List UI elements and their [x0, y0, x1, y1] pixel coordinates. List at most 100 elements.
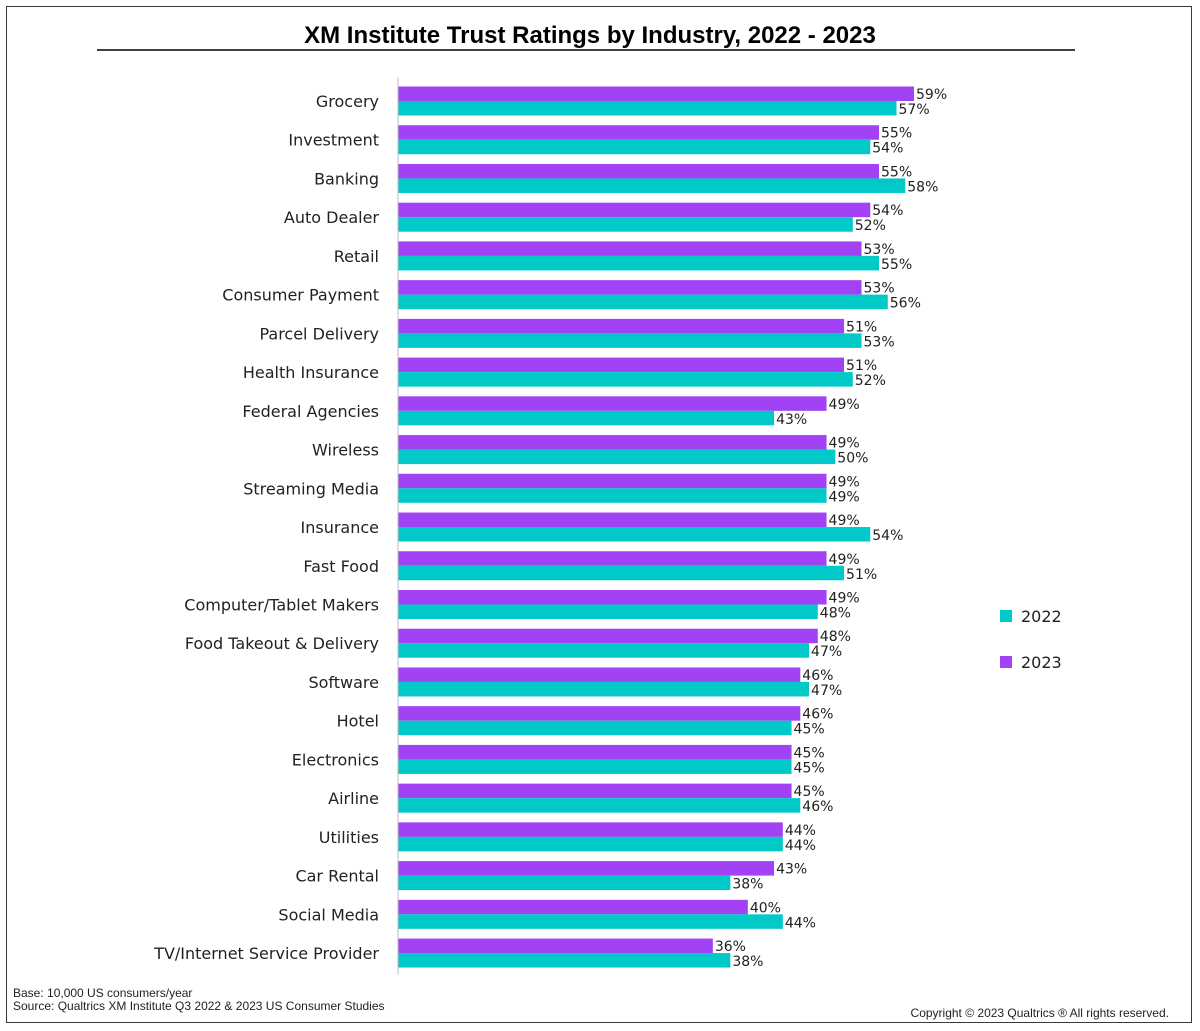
- footer-base: Base: 10,000 US consumers/year: [13, 986, 192, 1000]
- category-label-investment: Investment: [288, 131, 379, 150]
- bar-2023-tv-internet-service-provider: [398, 938, 713, 954]
- category-label-food-takeout-delivery: Food Takeout & Delivery: [185, 634, 379, 653]
- bar-2023-utilities: [398, 822, 783, 837]
- bar-2022-insurance: [398, 527, 871, 542]
- category-label-fast-food: Fast Food: [303, 557, 379, 576]
- bar-2023-fast-food: [398, 551, 827, 566]
- bar-2023-wireless: [398, 435, 827, 450]
- value-label-2022-computer-tablet-makers: 48%: [820, 605, 851, 621]
- category-label-parcel-delivery: Parcel Delivery: [259, 324, 379, 343]
- category-label-federal-agencies: Federal Agencies: [242, 402, 379, 421]
- value-label-2022-investment: 54%: [872, 141, 903, 157]
- legend-swatch-2022: [1000, 610, 1012, 622]
- bar-2022-health-insurance: [398, 372, 853, 387]
- value-label-2023-computer-tablet-makers: 49%: [829, 590, 860, 606]
- category-label-tv-internet-service-provider: TV/Internet Service Provider: [153, 944, 379, 963]
- bar-2023-insurance: [398, 512, 827, 528]
- bar-2022-social-media: [398, 914, 783, 929]
- legend: 2022 2023: [1000, 607, 1062, 672]
- category-label-airline: Airline: [328, 789, 379, 808]
- value-label-2023-hotel: 46%: [802, 707, 833, 723]
- bar-2023-streaming-media: [398, 473, 827, 489]
- bar-2022-banking: [398, 178, 906, 193]
- bar-2023-federal-agencies: [398, 396, 827, 411]
- value-label-2022-consumer-payment: 56%: [890, 296, 921, 312]
- category-label-streaming-media: Streaming Media: [243, 479, 379, 498]
- bar-2023-parcel-delivery: [398, 318, 845, 334]
- value-label-2022-health-insurance: 52%: [855, 373, 886, 389]
- value-label-2022-banking: 58%: [907, 179, 938, 195]
- bar-2022-hotel: [398, 720, 792, 736]
- value-label-2022-hotel: 45%: [794, 722, 825, 738]
- value-label-2023-banking: 55%: [881, 164, 912, 180]
- category-label-computer-tablet-makers: Computer/Tablet Makers: [184, 595, 379, 614]
- bar-2023-car-rental: [398, 861, 775, 876]
- bar-2022-retail: [398, 255, 880, 271]
- legend-label-2022: 2022: [1021, 607, 1062, 626]
- value-label-2023-parcel-delivery: 51%: [846, 319, 877, 335]
- bar-2023-social-media: [398, 899, 748, 915]
- bar-2022-electronics: [398, 759, 792, 774]
- chart-title: XM Institute Trust Ratings by Industry, …: [304, 22, 876, 49]
- bar-2022-investment: [398, 139, 871, 155]
- bar-group: [398, 86, 914, 968]
- bar-2022-parcel-delivery: [398, 333, 862, 348]
- chart-frame: XM Institute Trust Ratings by Industry, …: [6, 6, 1192, 1023]
- value-label-2022-airline: 46%: [802, 799, 833, 815]
- bar-2022-utilities: [398, 836, 783, 852]
- value-label-2023-auto-dealer: 54%: [872, 203, 903, 219]
- bar-2023-computer-tablet-makers: [398, 589, 827, 605]
- bar-2023-airline: [398, 783, 792, 799]
- value-label-2023-utilities: 44%: [785, 823, 816, 839]
- value-label-2023-investment: 55%: [881, 126, 912, 142]
- bar-2022-car-rental: [398, 875, 731, 891]
- value-label-2022-grocery: 57%: [899, 102, 930, 118]
- bar-2023-banking: [398, 163, 880, 179]
- category-label-grocery: Grocery: [316, 92, 379, 111]
- category-label-consumer-payment: Consumer Payment: [222, 286, 379, 305]
- value-label-2023-electronics: 45%: [794, 745, 825, 761]
- value-label-2022-auto-dealer: 52%: [855, 218, 886, 234]
- value-label-2023-tv-internet-service-provider: 36%: [715, 939, 746, 955]
- value-label-2023-car-rental: 43%: [776, 862, 807, 878]
- bar-2022-computer-tablet-makers: [398, 604, 818, 619]
- legend-label-2023: 2023: [1021, 653, 1062, 672]
- legend-swatch-2023: [1000, 656, 1012, 668]
- category-label-social-media: Social Media: [278, 905, 379, 924]
- category-labels: Grocery Investment Banking Auto Dealer Retai…: [153, 92, 379, 963]
- category-label-wireless: Wireless: [312, 441, 379, 460]
- bar-2023-food-takeout-delivery: [398, 628, 818, 644]
- value-label-2022-retail: 55%: [881, 257, 912, 273]
- category-label-banking: Banking: [314, 169, 379, 188]
- category-label-auto-dealer: Auto Dealer: [284, 208, 379, 227]
- bar-2023-investment: [398, 125, 880, 140]
- value-label-2023-social-media: 40%: [750, 900, 781, 916]
- bar-2023-retail: [398, 241, 862, 256]
- value-label-2022-fast-food: 51%: [846, 567, 877, 583]
- value-label-2023-streaming-media: 49%: [829, 474, 860, 490]
- bar-2023-software: [398, 667, 801, 682]
- value-label-2022-wireless: 50%: [837, 451, 868, 467]
- category-label-electronics: Electronics: [292, 750, 379, 769]
- value-label-2023-fast-food: 49%: [829, 552, 860, 568]
- bar-2023-consumer-payment: [398, 280, 862, 295]
- bar-2023-electronics: [398, 744, 792, 760]
- value-labels: 59%57%55%54%55%58%54%52%53%55%53%56%51%5…: [715, 87, 947, 970]
- value-label-2022-insurance: 54%: [872, 528, 903, 544]
- bar-2022-wireless: [398, 449, 836, 465]
- bar-2022-consumer-payment: [398, 294, 888, 310]
- footer-source: Source: Qualtrics XM Institute Q3 2022 &…: [13, 999, 385, 1013]
- value-label-2022-parcel-delivery: 53%: [864, 334, 895, 350]
- value-label-2022-utilities: 44%: [785, 838, 816, 854]
- bar-2022-fast-food: [398, 565, 845, 581]
- category-label-utilities: Utilities: [319, 828, 379, 847]
- value-label-2023-software: 46%: [802, 668, 833, 684]
- category-label-health-insurance: Health Insurance: [243, 363, 379, 382]
- value-label-2022-food-takeout-delivery: 47%: [811, 644, 842, 660]
- category-label-car-rental: Car Rental: [295, 867, 379, 886]
- bar-2022-grocery: [398, 101, 897, 116]
- chart-canvas: XM Institute Trust Ratings by Industry, …: [13, 22, 1169, 1020]
- value-label-2023-insurance: 49%: [829, 513, 860, 529]
- category-label-insurance: Insurance: [301, 518, 380, 537]
- bar-2022-airline: [398, 798, 801, 813]
